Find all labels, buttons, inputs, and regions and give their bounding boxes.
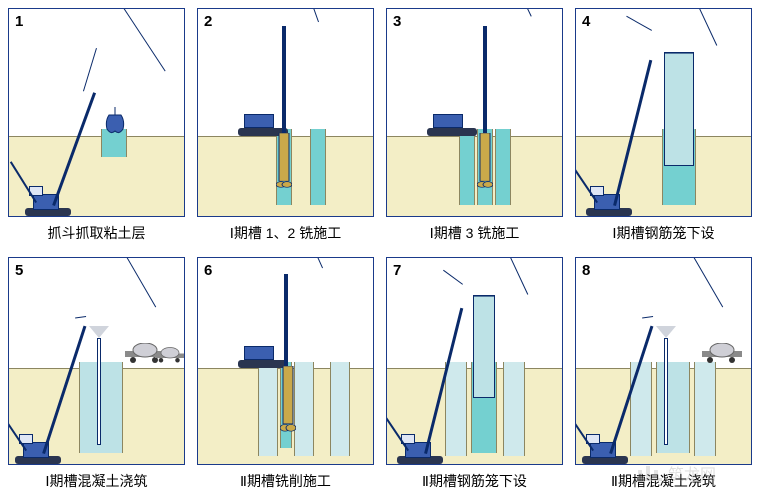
panel-grid: 1 抓斗抓取粘土层 2 Ⅰ期槽 1、2 铣施工 3 xyxy=(0,0,760,501)
sky xyxy=(387,9,562,129)
trench-slot xyxy=(258,362,278,456)
panel-cell: 1 抓斗抓取粘土层 xyxy=(8,8,185,245)
rig-cab xyxy=(244,346,274,360)
rig-mast xyxy=(483,26,487,136)
panel-number: 3 xyxy=(393,13,401,30)
panel-number: 8 xyxy=(582,262,590,279)
crane xyxy=(9,9,184,216)
trench-slot xyxy=(310,129,326,205)
rig-cab xyxy=(244,114,274,128)
hydrofraise-cutter xyxy=(276,133,292,194)
concrete-truck xyxy=(702,343,742,368)
trench-slot xyxy=(459,129,475,205)
hydrofraise-cutter xyxy=(477,133,493,194)
rebar-cage xyxy=(473,295,495,398)
panel-number: 1 xyxy=(15,13,23,30)
panel-cell: 6 Ⅱ期槽铣削施工 xyxy=(197,257,374,494)
rig-cab xyxy=(433,114,463,128)
panel-caption: Ⅰ期槽混凝土浇筑 xyxy=(8,465,185,493)
panel-caption: Ⅱ期槽钢筋笼下设 xyxy=(386,465,563,493)
rig-mast xyxy=(284,274,288,368)
panel-caption: 抓斗抓取粘土层 xyxy=(8,217,185,245)
tremie-hopper xyxy=(656,326,676,338)
rig-mast xyxy=(282,26,286,136)
diagram-container: 1 抓斗抓取粘土层 2 Ⅰ期槽 1、2 铣施工 3 xyxy=(0,0,760,501)
panel-cell: 5 Ⅰ期槽混凝土浇筑 xyxy=(8,257,185,494)
panel-caption: Ⅰ期槽 1、2 铣施工 xyxy=(197,217,374,245)
panel-number: 4 xyxy=(582,13,590,30)
panel-cell: 2 Ⅰ期槽 1、2 铣施工 xyxy=(197,8,374,245)
rig-tracks xyxy=(427,128,477,136)
process-panel: 6 xyxy=(197,257,374,466)
process-panel: 1 xyxy=(8,8,185,217)
panel-caption: Ⅰ期槽 3 铣施工 xyxy=(386,217,563,245)
tremie-pipe xyxy=(97,338,101,445)
clamshell-bucket xyxy=(103,107,127,142)
panel-cell: 4 Ⅰ期槽钢筋笼下设 xyxy=(575,8,752,245)
process-panel: 3 xyxy=(386,8,563,217)
process-panel: 7 xyxy=(386,257,563,466)
rebar-cage xyxy=(664,52,694,166)
panel-caption: Ⅱ期槽混凝土浇筑 xyxy=(575,465,752,493)
panel-caption: Ⅱ期槽铣削施工 xyxy=(197,465,374,493)
process-panel: 8 xyxy=(575,257,752,466)
panel-number: 5 xyxy=(15,262,23,279)
tremie-hopper xyxy=(89,326,109,338)
panel-caption: Ⅰ期槽钢筋笼下设 xyxy=(575,217,752,245)
panel-number: 2 xyxy=(204,13,212,30)
trench-slot xyxy=(330,362,350,456)
panel-number: 6 xyxy=(204,262,212,279)
process-panel: 5 xyxy=(8,257,185,466)
process-panel: 2 xyxy=(197,8,374,217)
panel-number: 7 xyxy=(393,262,401,279)
tremie-pipe xyxy=(664,338,668,445)
process-panel: 4 xyxy=(575,8,752,217)
panel-cell: 8 Ⅱ期槽混凝土浇筑 xyxy=(575,257,752,494)
panel-cell: 3 Ⅰ期槽 3 铣施工 xyxy=(386,8,563,245)
hydrofraise-cutter xyxy=(280,366,296,438)
concrete-truck xyxy=(155,347,185,368)
panel-cell: 7 Ⅱ期槽钢筋笼下设 xyxy=(386,257,563,494)
trench-slot xyxy=(294,362,314,456)
trench-slot xyxy=(495,129,511,205)
